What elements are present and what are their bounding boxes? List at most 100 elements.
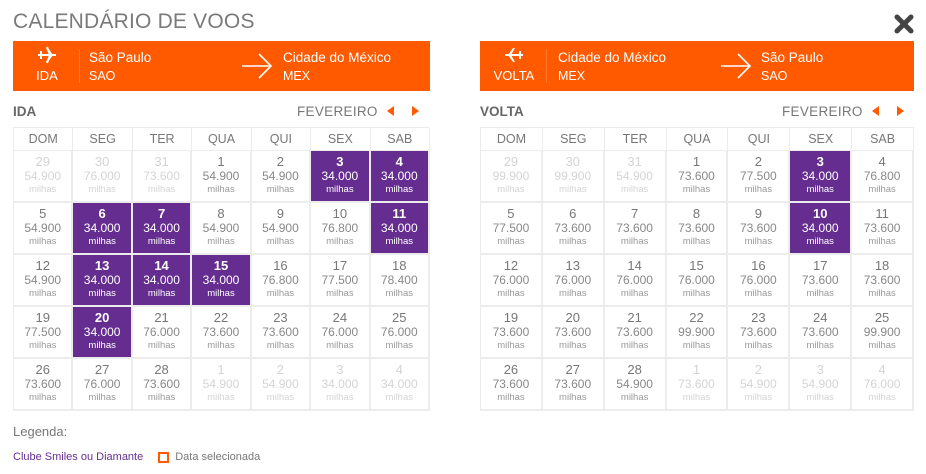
day-price: 73.600 xyxy=(554,377,592,391)
volta-day-cell: 4 76.000 milhas xyxy=(852,359,914,411)
volta-day-cell[interactable]: 7 73.600 milhas xyxy=(604,203,667,255)
ida-day-cell[interactable]: 28 73.600 milhas xyxy=(132,359,193,411)
ida-day-cell[interactable]: 27 76.000 milhas xyxy=(73,359,133,411)
day-price: 77.500 xyxy=(24,325,62,339)
day-price: 99.900 xyxy=(492,169,530,183)
volta-day-cell[interactable]: 11 73.600 milhas xyxy=(852,203,914,255)
ida-day-cell[interactable]: 2 54.900 milhas xyxy=(251,151,312,203)
price-unit: milhas xyxy=(326,288,354,299)
day-price: 54.900 xyxy=(262,221,299,235)
day-number: 25 xyxy=(392,310,407,325)
ida-day-cell[interactable]: 19 77.500 milhas xyxy=(14,307,74,359)
day-price: 73.600 xyxy=(863,273,901,287)
volta-day-cell[interactable]: 25 99.900 milhas xyxy=(852,307,914,359)
day-number: 3 xyxy=(816,362,824,377)
ida-day-cell[interactable]: 21 76.000 milhas xyxy=(132,307,193,359)
ida-day-cell[interactable]: 5 54.900 milhas xyxy=(14,203,74,255)
day-number: 4 xyxy=(395,154,403,169)
ida-day-cell[interactable]: 15 34.000 milhas xyxy=(192,255,252,307)
day-price: 73.600 xyxy=(262,325,299,339)
day-number: 5 xyxy=(507,206,515,221)
ida-day-cell[interactable]: 25 76.000 milhas xyxy=(370,307,430,359)
volta-day-cell[interactable]: 4 76.800 milhas xyxy=(852,151,914,203)
price-unit: milhas xyxy=(28,184,57,195)
ida-section-label: IDA xyxy=(13,104,37,119)
price-unit: milhas xyxy=(559,340,587,351)
ida-day-cell[interactable]: 16 76.800 milhas xyxy=(251,255,312,307)
day-number: 26 xyxy=(35,362,50,377)
volta-day-cell[interactable]: 15 76.000 milhas xyxy=(666,255,729,307)
volta-day-cell[interactable]: 18 73.600 milhas xyxy=(852,255,914,307)
volta-day-cell[interactable]: 16 76.000 milhas xyxy=(728,255,791,307)
day-price: 73.600 xyxy=(492,325,530,339)
volta-day-cell[interactable]: 2 77.500 milhas xyxy=(728,151,791,203)
ida-day-cell[interactable]: 18 78.400 milhas xyxy=(370,255,430,307)
ida-destination-city: Cidade do México xyxy=(283,50,392,65)
day-price: 34.000 xyxy=(83,325,121,339)
price-unit: milhas xyxy=(682,288,711,299)
volta-day-cell[interactable]: 21 73.600 milhas xyxy=(604,307,667,359)
ida-day-cell[interactable]: 4 34.000 milhas xyxy=(370,151,430,203)
day-number: 6 xyxy=(98,206,106,221)
volta-day-cell[interactable]: 20 73.600 milhas xyxy=(542,307,605,359)
selected-date-swatch-icon xyxy=(158,451,170,463)
day-price: 34.000 xyxy=(143,221,180,235)
day-price: 76.000 xyxy=(863,377,901,391)
volta-day-cell[interactable]: 1 73.600 milhas xyxy=(666,151,729,203)
ida-day-cell[interactable]: 14 34.000 milhas xyxy=(132,255,193,307)
volta-day-cell[interactable]: 19 73.600 milhas xyxy=(481,307,543,359)
volta-day-cell[interactable]: 6 73.600 milhas xyxy=(542,203,605,255)
ida-day-cell: 29 54.900 milhas xyxy=(14,151,74,203)
day-price: 54.900 xyxy=(24,169,62,183)
ida-day-cell[interactable]: 10 76.800 milhas xyxy=(311,203,371,255)
ida-day-cell[interactable]: 12 54.900 milhas xyxy=(14,255,74,307)
ida-day-cell[interactable]: 3 34.000 milhas xyxy=(311,151,371,203)
ida-day-cell[interactable]: 7 34.000 milhas xyxy=(132,203,193,255)
price-unit: milhas xyxy=(207,288,235,299)
volta-calendar-grid: DOM SEG TER QUA QUI SEX SAB 29 99.900 milhas 30 99.… xyxy=(480,127,914,411)
volta-day-cell[interactable]: 22 99.900 milhas xyxy=(666,307,729,359)
volta-day-cell[interactable]: 24 73.600 milhas xyxy=(790,307,853,359)
price-unit: milhas xyxy=(385,392,413,403)
volta-day-cell[interactable]: 17 73.600 milhas xyxy=(790,255,853,307)
volta-day-cell[interactable]: 9 73.600 milhas xyxy=(728,203,791,255)
ida-day-cell[interactable]: 24 76.000 milhas xyxy=(311,307,371,359)
ida-day-cell[interactable]: 11 34.000 milhas xyxy=(370,203,430,255)
volta-next-month-button[interactable] xyxy=(897,106,904,116)
close-icon[interactable] xyxy=(893,13,915,35)
ida-day-cell[interactable]: 17 77.500 milhas xyxy=(311,255,371,307)
volta-day-cell: 29 99.900 milhas xyxy=(481,151,543,203)
volta-day-cell[interactable]: 23 73.600 milhas xyxy=(728,307,791,359)
volta-day-cell[interactable]: 13 76.000 milhas xyxy=(542,255,605,307)
volta-prev-month-button[interactable] xyxy=(872,106,879,116)
ida-day-cell[interactable]: 13 34.000 milhas xyxy=(73,255,133,307)
volta-day-cell[interactable]: 26 73.600 milhas xyxy=(481,359,543,411)
volta-day-cell[interactable]: 8 73.600 milhas xyxy=(666,203,729,255)
ida-day-cell[interactable]: 9 54.900 milhas xyxy=(251,203,312,255)
volta-day-cell[interactable]: 12 76.000 milhas xyxy=(481,255,543,307)
ida-day-cell[interactable]: 20 34.000 milhas xyxy=(73,307,133,359)
day-price: 76.000 xyxy=(143,325,180,339)
volta-day-cell[interactable]: 5 77.500 milhas xyxy=(481,203,543,255)
day-price: 34.000 xyxy=(321,377,359,391)
price-unit: milhas xyxy=(620,392,649,403)
ida-day-cell[interactable]: 8 54.900 milhas xyxy=(192,203,252,255)
ida-day-cell[interactable]: 1 54.900 milhas xyxy=(192,151,252,203)
ida-next-month-button[interactable] xyxy=(412,106,419,116)
ida-day-cell[interactable]: 26 73.600 milhas xyxy=(14,359,74,411)
volta-day-cell[interactable]: 3 34.000 milhas xyxy=(790,151,853,203)
day-number: 28 xyxy=(627,362,642,377)
price-unit: milhas xyxy=(207,236,235,247)
volta-day-cell[interactable]: 28 54.900 milhas xyxy=(604,359,667,411)
volta-day-cell[interactable]: 14 76.000 milhas xyxy=(604,255,667,307)
price-unit: milhas xyxy=(147,288,176,299)
ida-day-cell[interactable]: 6 34.000 milhas xyxy=(73,203,133,255)
day-price: 77.500 xyxy=(492,221,530,235)
volta-day-cell[interactable]: 10 34.000 milhas xyxy=(790,203,853,255)
ida-day-cell[interactable]: 23 73.600 milhas xyxy=(251,307,312,359)
volta-day-cell[interactable]: 27 73.600 milhas xyxy=(542,359,605,411)
ida-origin-code: SAO xyxy=(89,69,116,83)
weekday-header: TER xyxy=(132,128,193,151)
ida-prev-month-button[interactable] xyxy=(387,106,394,116)
ida-day-cell[interactable]: 22 73.600 milhas xyxy=(192,307,252,359)
